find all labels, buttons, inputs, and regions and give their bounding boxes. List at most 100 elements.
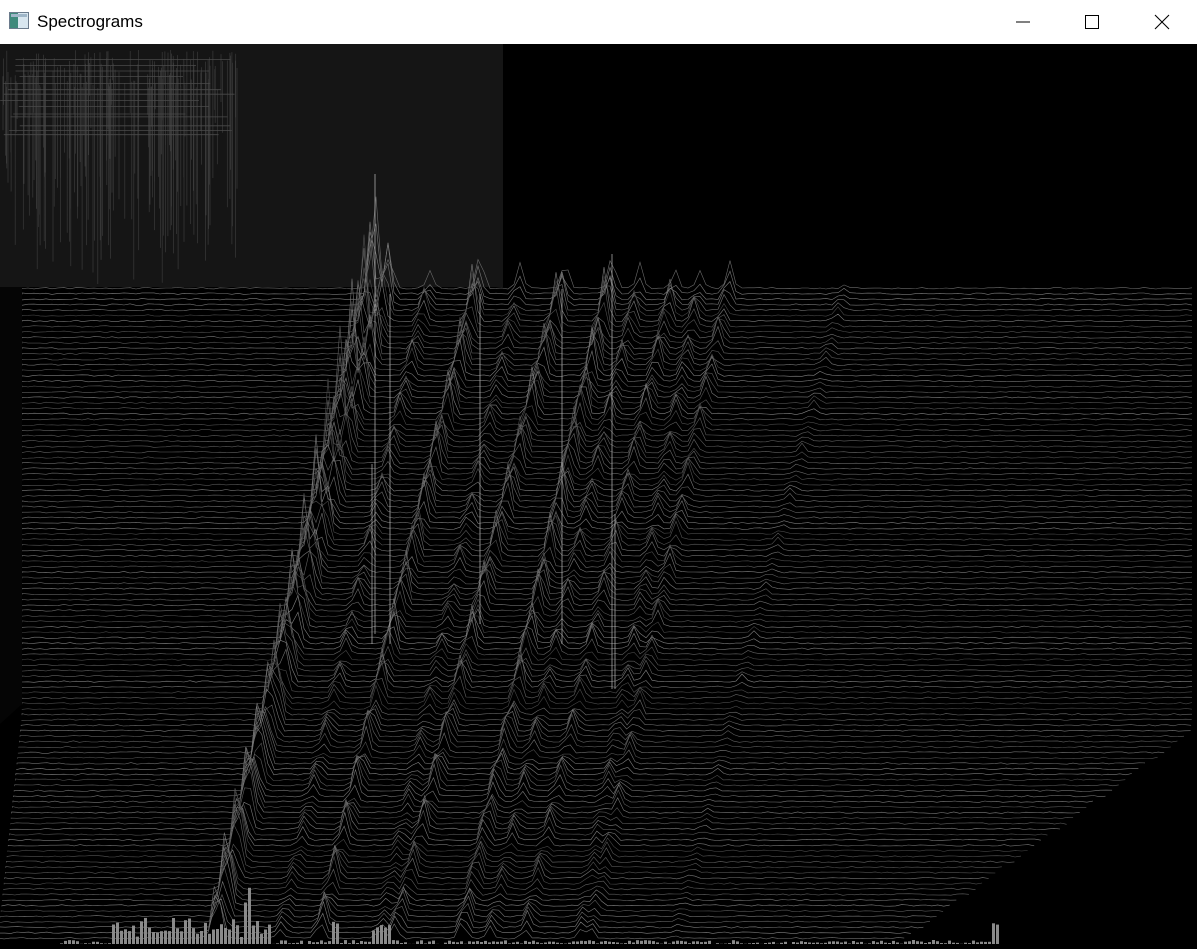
- histogram-bar: [276, 943, 279, 944]
- histogram-bar: [484, 940, 487, 944]
- histogram-bar: [224, 927, 227, 944]
- histogram-bar: [496, 941, 499, 944]
- histogram-bar: [572, 941, 575, 944]
- histogram-bar: [984, 941, 987, 944]
- histogram-bar: [852, 941, 855, 944]
- histogram-bar: [312, 942, 315, 944]
- waterfall-trace: [0, 891, 931, 923]
- histogram-bar: [616, 942, 619, 944]
- histogram-bar: [552, 941, 555, 944]
- waterfall-trace: [21, 507, 1193, 557]
- waterfall-trace: [21, 399, 1193, 476]
- histogram-bar: [812, 942, 815, 944]
- waterfall-trace: [21, 434, 1193, 530]
- waterfall-trace: [7, 791, 1028, 852]
- waterfall-trace: [21, 422, 1193, 470]
- histogram-bar: [244, 902, 247, 944]
- histogram-bar: [324, 942, 327, 944]
- waterfall-trace: [21, 237, 1193, 312]
- title-bar[interactable]: Spectrograms: [0, 0, 1197, 44]
- waterfall-trace: [1, 832, 957, 902]
- histogram-bar: [172, 918, 175, 944]
- histogram-bar: [908, 941, 911, 944]
- histogram-bar: [668, 943, 671, 944]
- histogram-bar: [540, 943, 543, 944]
- histogram-bar: [892, 940, 895, 944]
- waterfall-trace: [21, 644, 1193, 705]
- waterfall-trace: [21, 663, 1193, 716]
- histogram-bar: [384, 927, 387, 944]
- waterfall-trace: [12, 751, 1093, 803]
- histogram-bar: [980, 941, 983, 944]
- histogram-bar: [452, 941, 455, 944]
- waterfall-trace: [21, 402, 1193, 454]
- histogram-bar: [708, 940, 711, 944]
- histogram-bar: [72, 940, 75, 944]
- histogram-bar: [84, 943, 87, 944]
- render-canvas[interactable]: [0, 44, 1197, 949]
- maximize-button[interactable]: [1057, 0, 1127, 44]
- waterfall-trace: [1, 846, 950, 907]
- spectrogram-visualization[interactable]: [0, 44, 1197, 949]
- histogram-bar: [456, 942, 459, 944]
- histogram-bar: [416, 941, 419, 944]
- waterfall-trace: [21, 455, 1193, 503]
- close-button[interactable]: [1127, 0, 1197, 44]
- histogram-bar: [368, 941, 371, 944]
- waterfall-trace: [21, 301, 1193, 388]
- histogram-bar: [736, 941, 739, 944]
- histogram-bar: [108, 943, 111, 944]
- histogram-bar: [844, 941, 847, 944]
- application-icon[interactable]: [9, 12, 29, 29]
- histogram-bar: [784, 941, 787, 944]
- waterfall-trace: [21, 309, 1193, 377]
- histogram-bar: [532, 940, 535, 944]
- histogram-bar: [140, 921, 143, 944]
- waterfall-trace: [14, 753, 1119, 787]
- histogram-bar: [588, 940, 591, 944]
- waterfall-trace: [21, 603, 1193, 672]
- waterfall-trace: [21, 656, 1193, 710]
- waterfall-trace: [21, 613, 1193, 667]
- histogram-bar: [516, 941, 519, 944]
- waterfall-trace: [21, 639, 1193, 700]
- waterfall-plot: [0, 174, 1193, 940]
- histogram-bar: [336, 923, 339, 944]
- histogram-bar: [820, 943, 823, 944]
- histogram-bar: [804, 942, 807, 944]
- histogram-bar: [808, 942, 811, 944]
- histogram-bar: [76, 941, 79, 944]
- waterfall-trace: [15, 725, 1132, 776]
- histogram-bar: [868, 943, 871, 944]
- histogram-bar: [100, 943, 103, 944]
- waterfall-trace: [17, 710, 1165, 754]
- histogram-bar: [392, 940, 395, 944]
- waterfall-trace: [21, 412, 1193, 486]
- histogram-bar: [912, 940, 915, 944]
- histogram-bar: [300, 940, 303, 944]
- histogram-bar: [504, 940, 507, 944]
- histogram-bar: [116, 922, 119, 944]
- waterfall-trace: [7, 797, 1035, 847]
- histogram-bar: [948, 940, 951, 944]
- close-icon: [1154, 14, 1170, 30]
- histogram-bar: [728, 943, 731, 944]
- histogram-bar: [932, 940, 935, 944]
- waterfall-trace: [16, 702, 1146, 765]
- histogram-bar: [264, 929, 267, 944]
- histogram-bar: [424, 943, 427, 944]
- waterfall-trace: [19, 706, 1178, 743]
- histogram-bar: [316, 942, 319, 944]
- window-title: Spectrograms: [37, 12, 143, 31]
- histogram-bar: [648, 940, 651, 944]
- minimize-button[interactable]: [988, 0, 1058, 44]
- waterfall-trace: [21, 325, 1193, 432]
- histogram-bar: [544, 942, 547, 944]
- histogram-bar: [640, 940, 643, 944]
- histogram-bar: [672, 941, 675, 944]
- waterfall-trace: [21, 221, 1193, 306]
- histogram-bar: [848, 943, 851, 944]
- histogram-bar: [580, 940, 583, 944]
- waterfall-trace: [19, 704, 1185, 738]
- histogram-bar: [792, 942, 795, 944]
